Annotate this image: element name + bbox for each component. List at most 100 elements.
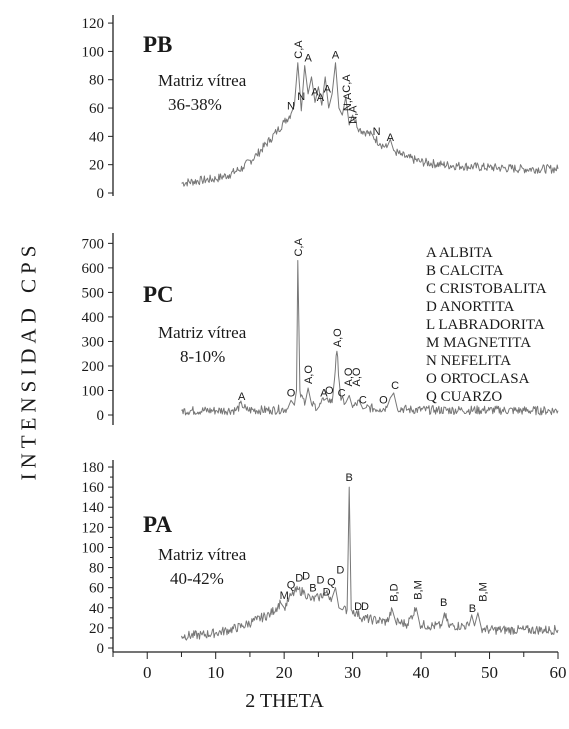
peak-label: D	[361, 601, 369, 613]
x-tick-label: 30	[344, 663, 361, 682]
peak-label: N	[287, 101, 295, 113]
y-tick-label: 20	[89, 158, 104, 174]
y-tick-label: 180	[82, 460, 105, 476]
x-tick-label: 40	[413, 663, 430, 682]
y-tick-label: 140	[82, 500, 105, 516]
diffraction-trace	[181, 260, 559, 416]
peak-label: N	[373, 126, 381, 138]
y-tick-label: 100	[82, 44, 105, 60]
y-tick-label: 100	[82, 540, 105, 556]
y-tick-label: 60	[89, 581, 104, 597]
x-tick-label: 50	[481, 663, 498, 682]
peak-label: C	[359, 395, 367, 407]
y-tick-label: 500	[82, 285, 105, 301]
y-tick-label: 0	[97, 641, 105, 657]
y-tick-label: 120	[82, 520, 105, 536]
y-tick-label: 600	[82, 261, 105, 277]
peak-label: D	[302, 571, 310, 583]
x-axis-label: 2 THETA	[245, 690, 324, 712]
y-tick-label: 40	[89, 129, 104, 145]
peak-label: D	[336, 565, 344, 577]
peak-label: A	[238, 391, 246, 403]
legend-item: D ANORTITA	[426, 299, 514, 315]
y-tick-label: 160	[82, 480, 105, 496]
x-tick-label: 10	[207, 663, 224, 682]
peak-label: A	[311, 87, 319, 99]
legend-item: C CRISTOBALITA	[426, 281, 547, 297]
peak-label: O	[379, 395, 388, 407]
peak-label: B,D	[389, 583, 401, 601]
y-tick-label: 60	[89, 101, 104, 117]
peak-label: O	[325, 385, 334, 397]
peak-label: A	[320, 387, 328, 399]
matrix-annotation-value: 36-38%	[168, 95, 222, 114]
peak-label: B,M	[478, 582, 490, 602]
peak-label: C,A	[341, 74, 353, 93]
y-axis-label-container: INTENSIDAD CPS	[14, 130, 44, 590]
panel-label: PA	[143, 512, 172, 537]
peak-label: D	[295, 573, 303, 585]
peak-label: C	[391, 380, 399, 392]
x-tick-label: 20	[276, 663, 293, 682]
matrix-annotation-title: Matriz vítrea	[158, 71, 247, 90]
peak-label: B	[469, 603, 476, 615]
peak-label: A	[387, 132, 395, 144]
matrix-annotation-title: Matriz vítrea	[158, 545, 247, 564]
legend-item: O ORTOCLASA	[426, 371, 530, 387]
peak-label: C,A	[293, 40, 305, 59]
peak-label: A,O	[343, 367, 355, 386]
x-tick-label: 60	[550, 663, 567, 682]
y-tick-label: 300	[82, 334, 105, 350]
y-tick-label: 20	[89, 621, 104, 637]
legend-item: N NEFELITA	[426, 353, 511, 369]
y-tick-label: 120	[82, 16, 105, 32]
peak-label: B,M	[413, 580, 425, 600]
peak-label: N,A	[348, 105, 360, 124]
y-tick-label: 400	[82, 310, 105, 326]
diffraction-trace	[181, 62, 559, 187]
peak-label: A	[332, 50, 340, 62]
peak-label: O	[287, 387, 296, 399]
peak-label: N,A	[342, 92, 354, 111]
peak-label: B	[346, 472, 353, 484]
peak-label: Q	[287, 580, 296, 592]
y-tick-label: 100	[82, 383, 105, 399]
peak-label: A,O	[303, 365, 315, 384]
matrix-annotation-title: Matriz vítrea	[158, 323, 247, 342]
peak-label: N	[297, 91, 305, 103]
panel-label: PC	[143, 282, 174, 307]
matrix-annotation-value: 8-10%	[180, 347, 225, 366]
peak-label: A,O	[332, 328, 344, 347]
y-tick-label: 80	[89, 73, 104, 89]
matrix-annotation-value: 40-42%	[170, 569, 224, 588]
peak-label: Q	[327, 577, 336, 589]
y-tick-label: 40	[89, 601, 104, 617]
panel-label: PB	[143, 32, 172, 57]
peak-label: B	[309, 583, 316, 595]
peak-label: C,A	[293, 238, 305, 257]
y-tick-label: 0	[97, 408, 105, 424]
peak-label: D	[316, 575, 324, 587]
peak-label: A,O	[351, 367, 363, 386]
peak-label: M	[280, 590, 289, 602]
y-tick-label: 80	[89, 561, 104, 577]
y-tick-label: 700	[82, 236, 105, 252]
legend-item: M MAGNETITA	[426, 335, 531, 351]
peak-label: A	[317, 92, 325, 104]
peak-label: B	[440, 597, 447, 609]
legend-item: A ALBITA	[426, 245, 493, 261]
y-tick-label: 0	[97, 186, 105, 202]
legend-item: Q CUARZO	[426, 389, 502, 405]
peak-label: D	[323, 587, 331, 599]
peak-label: C	[338, 387, 346, 399]
y-tick-label: 200	[82, 359, 105, 375]
legend-item: L LABRADORITA	[426, 317, 545, 333]
peak-label: A	[324, 84, 332, 96]
x-tick-label: 0	[143, 663, 152, 682]
peak-label: D	[354, 601, 362, 613]
diffraction-trace	[181, 486, 559, 641]
y-axis-label: INTENSIDAD CPS	[16, 240, 41, 480]
legend-item: B CALCITA	[426, 263, 504, 279]
peak-label: A	[304, 53, 312, 65]
